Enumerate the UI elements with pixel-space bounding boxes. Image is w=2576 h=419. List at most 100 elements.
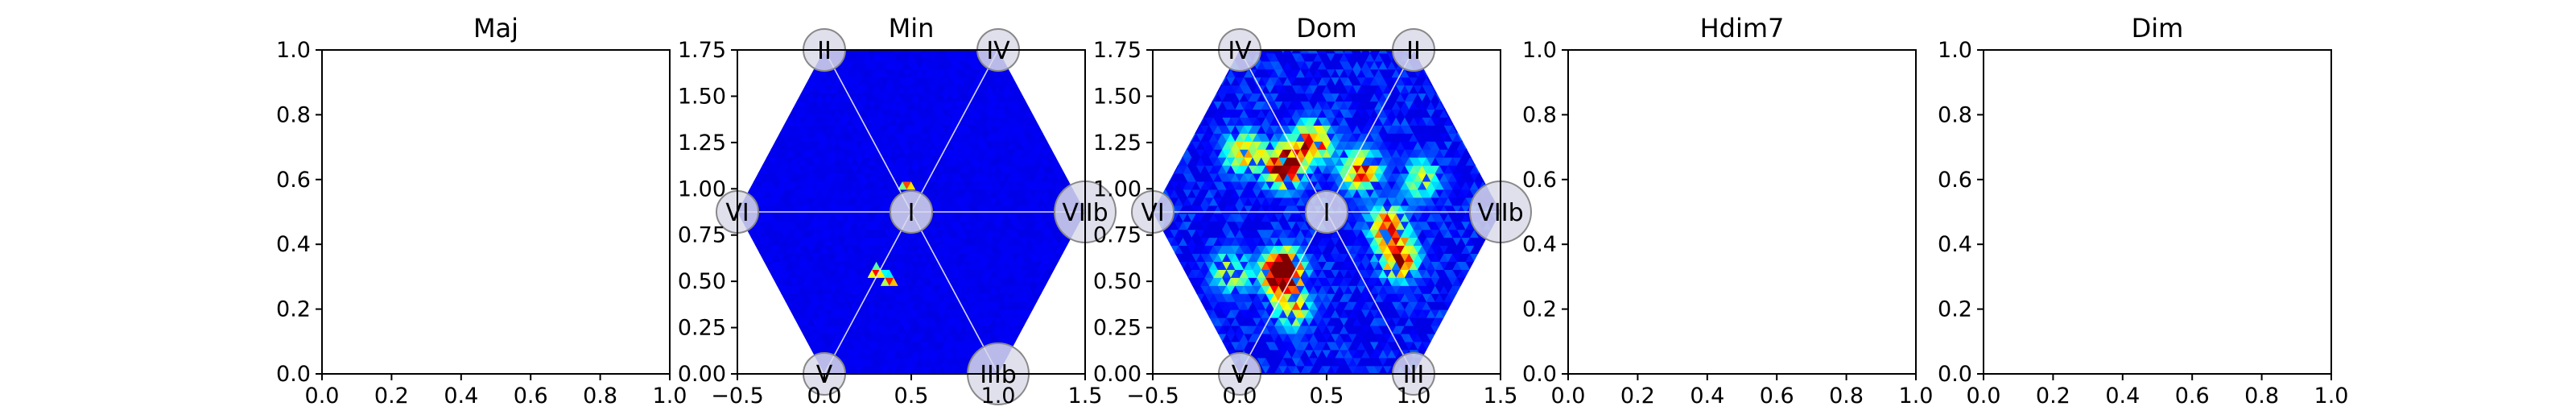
heat-cell [1156,317,1166,326]
heat-cell [1054,317,1064,326]
heat-cell [1474,277,1484,287]
heat-cell [749,292,760,302]
heat-cell [1067,301,1077,310]
heat-cell [771,357,782,367]
heat-cell [1059,349,1068,359]
heat-cell [1050,309,1060,318]
heat-cell [1183,317,1193,326]
heat-cell [741,301,751,310]
heat-cell [1165,261,1175,270]
heat-cell [1071,77,1082,86]
node-label: IV [986,37,1010,65]
heat-cell [737,93,747,102]
heat-cell [724,254,733,262]
heat-cell [755,37,764,45]
heat-cell [1107,294,1116,302]
heat-cell [737,349,738,359]
heat-cell [1505,302,1513,310]
heat-cell [737,261,747,271]
heat-cell [745,277,756,287]
heat-cell [1174,349,1184,359]
heat-cell [1187,301,1197,310]
heat-cell [1067,365,1077,374]
heat-cell [737,293,738,303]
heat-cell [737,269,738,278]
heat-cell [1178,349,1188,359]
heat-cell [776,365,786,374]
heat-cell [1509,326,1518,334]
heat-cell [1063,93,1073,102]
heat-cell [1500,285,1501,294]
heat-cell [1089,350,1098,358]
heat-cell [780,77,791,86]
heat-cell [1054,141,1064,151]
heat-cell [724,302,733,310]
heat-cell [789,77,799,86]
heat-cell [758,292,769,302]
heat-cell [741,261,751,270]
heat-cell [762,140,773,150]
heat-cell [1067,77,1077,86]
heat-cell [1174,277,1184,286]
heat-cell [1187,309,1197,318]
heat-cell [793,334,803,342]
heat-cell [1103,342,1112,350]
heat-cell [1165,365,1175,374]
heat-cell [1063,133,1073,142]
heat-cell [749,157,760,166]
heat-cell [1165,301,1175,310]
heat-cell [1107,302,1116,310]
heat-cell [1054,68,1064,78]
heat-cell [1195,341,1206,351]
heat-cell [1204,326,1215,334]
heat-cell [745,245,756,255]
heat-cell [1063,341,1073,351]
heat-cell [1513,302,1522,310]
heat-cell [754,365,764,374]
heat-cell [1032,52,1042,62]
heat-cell [1075,341,1085,351]
heat-cell [1456,309,1467,318]
heat-cell [1153,326,1162,334]
heat-cell [1161,326,1171,334]
heat-cell [776,109,786,118]
heat-cell [1174,285,1184,295]
heat-cell [1161,285,1171,294]
heat-cell [1050,293,1060,303]
heat-cell [1071,125,1082,135]
heat-cell [776,301,786,310]
heat-cell [1195,357,1206,367]
heat-cell [1089,157,1098,165]
heat-cell [789,60,799,70]
heat-cell [1063,148,1073,158]
heat-cell [1023,93,1034,102]
heat-cell [754,309,764,318]
heat-cell [1103,350,1112,358]
heat-cell [754,326,764,334]
heat-cell [737,60,738,70]
heat-cell [793,341,803,351]
heat-cell [1178,293,1188,303]
heat-cell [754,68,764,78]
heat-cell [1452,309,1462,318]
heat-cell [1482,365,1492,374]
heat-cell [1045,334,1055,342]
heat-cell [1045,285,1055,295]
heat-cell [1465,326,1476,334]
heat-cell [1478,301,1488,310]
heat-cell [1491,326,1501,334]
x-tick-label: 1.0 [653,384,687,409]
heat-cell [1084,253,1085,262]
heat-cell [1474,309,1484,318]
heat-cell [776,93,786,102]
heat-cell [1439,326,1449,334]
heat-cell [1153,285,1162,294]
heat-cell [1170,269,1179,278]
heat-cell [754,52,764,62]
heat-cell [758,317,769,326]
heat-cell [1032,333,1042,342]
heat-cell [1059,68,1068,78]
heat-cell [1153,277,1162,287]
heat-cell [1055,37,1063,45]
heat-cell [1059,101,1068,110]
